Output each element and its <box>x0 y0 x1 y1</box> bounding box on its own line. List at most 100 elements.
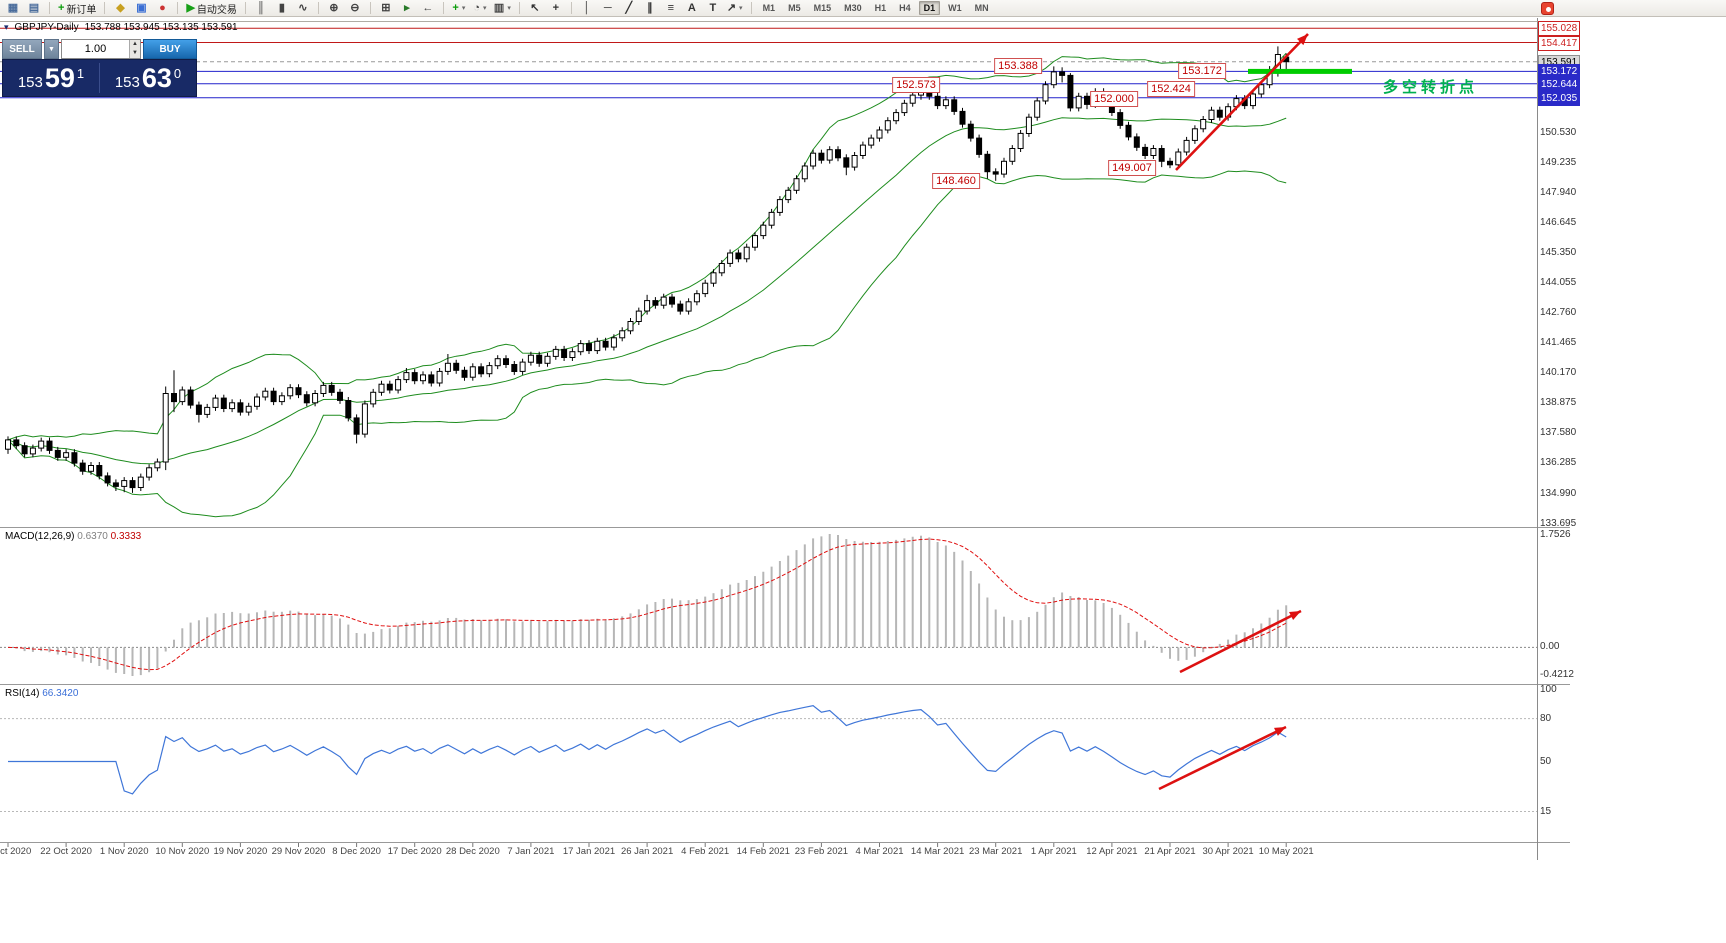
new-chart-button[interactable]: ▦ <box>4 1 22 16</box>
timeframe-m30[interactable]: M30 <box>844 3 862 13</box>
volume-input[interactable]: 1.00 ▲ ▼ <box>61 39 141 59</box>
arrows-button[interactable]: ↗ ▾ <box>725 1 745 16</box>
price-tag[interactable]: 148.460 <box>932 172 980 189</box>
axis-price-label: 138.875 <box>1540 397 1577 409</box>
indicators-button[interactable]: + ▾ <box>450 1 468 16</box>
time-axis-label: 19 Nov 2020 <box>213 846 268 857</box>
price-tag[interactable]: 153.172 <box>1178 63 1226 80</box>
price-tag[interactable]: 153.388 <box>994 58 1042 75</box>
text-button[interactable]: A <box>683 1 701 16</box>
autotrading-button[interactable]: ▶ 自动交易 <box>184 1 238 16</box>
toolbar-separator <box>49 2 50 14</box>
axis-price-label: 142.760 <box>1540 307 1577 319</box>
time-axis-label: 17 Jan 2021 <box>562 846 616 857</box>
timeframe-h4[interactable]: H4 <box>899 3 911 13</box>
vertical-line-icon: │ <box>583 1 591 14</box>
axis-price-label: 146.645 <box>1540 216 1577 228</box>
rsi-axis-label: 15 <box>1540 805 1552 817</box>
order-type-dropdown[interactable]: ▼ <box>44 39 59 59</box>
zoom-out-button[interactable]: ⊖ <box>346 1 364 16</box>
templates-button[interactable]: ◆ <box>111 1 129 16</box>
time-axis-label: 23 Mar 2021 <box>969 846 1023 857</box>
channel-button[interactable]: ∥ <box>641 1 659 16</box>
auto-scroll-button[interactable]: ▸ <box>398 1 416 16</box>
time-axis-label: 30 Apr 2021 <box>1202 846 1254 857</box>
oneclick-collapse-icon[interactable]: ▾ <box>4 22 9 32</box>
timeframe-m1[interactable]: M1 <box>762 3 776 13</box>
template-menu-button[interactable]: ▥ ▾ <box>492 1 513 16</box>
chart-shift-icon: ← <box>422 1 434 14</box>
arrow-shapes-icon: ↗ <box>726 1 737 14</box>
trend-arrow-rsi[interactable] <box>1158 725 1287 791</box>
chart-canvas[interactable] <box>0 0 1570 862</box>
autotrading-button-label: 自动交易 <box>196 4 237 16</box>
rsi-line <box>8 705 1287 795</box>
axis-price-label: 140.170 <box>1540 367 1577 379</box>
chart-profiles-button[interactable]: ▤ <box>25 1 43 16</box>
axis-price-label: 144.055 <box>1540 277 1577 289</box>
buy-button[interactable]: BUY <box>143 39 197 59</box>
time-axis-label: 4 Feb 2021 <box>681 846 730 857</box>
buy-price[interactable]: 153 63 0 <box>114 62 182 93</box>
trendline-button[interactable]: ╱ <box>620 1 638 16</box>
chart-shift-button[interactable]: ← <box>419 1 437 16</box>
timeframe-d1[interactable]: D1 <box>918 1 941 15</box>
line-chart-icon: ∿ <box>298 1 308 14</box>
timeframe-w1[interactable]: W1 <box>948 3 962 13</box>
bar-chart-button[interactable]: ║ <box>252 1 270 16</box>
price-tag[interactable]: 149.007 <box>1108 160 1156 177</box>
macd-histogram <box>15 534 1288 676</box>
line-chart-button[interactable]: ∿ <box>294 1 312 16</box>
sell-price[interactable]: 153 59 1 <box>17 62 85 93</box>
toolbar-separator <box>570 2 572 14</box>
tile-windows-icon: ⊞ <box>381 1 391 14</box>
notification-icon[interactable] <box>1541 2 1554 15</box>
macd-axis-min-label: -0.4212 <box>1540 669 1574 680</box>
label-button[interactable]: T <box>704 1 722 16</box>
alerts-button[interactable]: ● <box>153 1 171 16</box>
label-icon: T <box>709 1 717 14</box>
horizontal-level-lines[interactable] <box>0 27 1537 99</box>
volume-up-icon[interactable]: ▲ <box>130 40 140 49</box>
price-axis[interactable] <box>1537 18 1726 860</box>
indicators-icon: + <box>452 1 459 14</box>
rsi-label: RSI(14) 66.3420 <box>5 688 78 699</box>
horizontal-line-button[interactable]: ─ <box>599 1 617 16</box>
price-tag[interactable]: 152.424 <box>1147 80 1195 97</box>
timeframe-m5[interactable]: M5 <box>788 3 801 13</box>
volume-down-icon[interactable]: ▼ <box>130 49 140 58</box>
profiles-button[interactable]: ▣ <box>132 1 150 16</box>
chevron-down-icon: ▾ <box>482 5 487 12</box>
zoom-in-button[interactable]: ⊕ <box>325 1 343 16</box>
crosshair-button[interactable]: + <box>547 1 565 16</box>
price-tag[interactable]: 152.000 <box>1090 90 1138 107</box>
price-tag[interactable]: 152.573 <box>892 77 940 94</box>
auto-scroll-icon: ▸ <box>404 1 410 14</box>
new-order-button[interactable]: + 新订单 <box>56 1 98 16</box>
bollinger-bands <box>7 52 1287 518</box>
bid-ask-display: 153 59 1 153 63 0 <box>2 59 197 97</box>
turning-point-line[interactable] <box>1248 68 1352 74</box>
candlestick-chart-button[interactable]: ▮ <box>273 1 291 16</box>
macd-name: MACD(12,26,9) <box>5 531 75 542</box>
zoom-in-icon: ⊕ <box>329 1 339 14</box>
trend-arrow-macd[interactable] <box>1179 609 1302 674</box>
time-axis-label: 1 Apr 2021 <box>1030 846 1077 857</box>
chevron-down-icon: ▾ <box>461 5 466 12</box>
periods-button[interactable]: ◔ ▾ <box>471 1 489 16</box>
timeframe-m15[interactable]: M15 <box>813 3 832 13</box>
vertical-line-button[interactable]: │ <box>578 1 596 16</box>
axis-price-label: 149.235 <box>1540 156 1577 168</box>
tile-windows-button[interactable]: ⊞ <box>377 1 395 16</box>
volume-value: 1.00 <box>84 43 107 55</box>
zoom-out-icon: ⊖ <box>350 1 360 14</box>
cursor-button[interactable]: ↖ <box>526 1 544 16</box>
fibonacci-button[interactable]: ≡ <box>662 1 680 16</box>
rsi-axis-label: 100 <box>1540 684 1557 695</box>
timeframe-h1[interactable]: H1 <box>874 3 887 13</box>
trend-arrow-main[interactable] <box>1175 33 1309 171</box>
macd-signal-line <box>7 538 1287 671</box>
timeframe-mn[interactable]: MN <box>974 3 989 13</box>
sell-button[interactable]: SELL <box>2 39 42 59</box>
bar-chart-icon: ║ <box>257 1 265 14</box>
